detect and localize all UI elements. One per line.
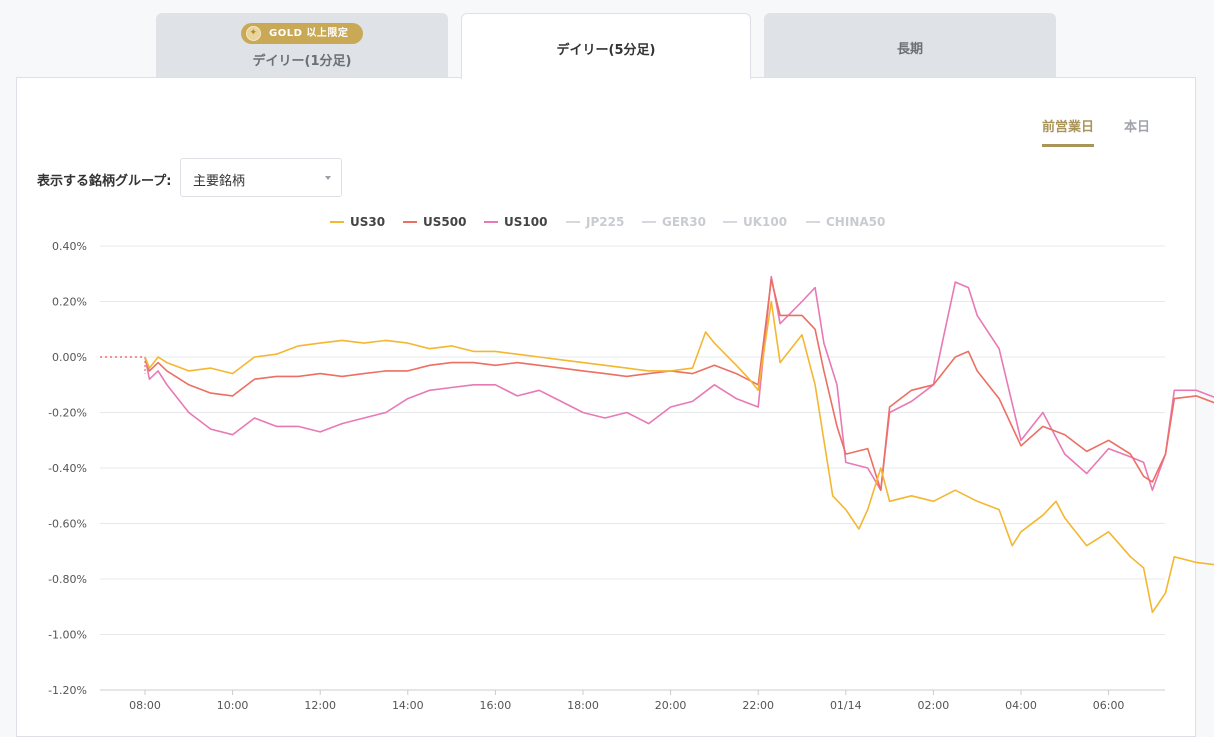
y-tick-label: 0.00%	[52, 351, 87, 364]
legend-item-jp225[interactable]: JP225	[566, 215, 624, 229]
legend-item-ger30[interactable]: GER30	[642, 215, 706, 229]
x-tick-label: 16:00	[480, 699, 512, 712]
y-tick-label: -1.00%	[48, 629, 87, 642]
x-tick-label: 18:00	[567, 699, 599, 712]
today-button[interactable]: 本日	[1124, 120, 1151, 135]
legend-item-us100[interactable]: US100	[484, 215, 547, 229]
y-tick-label: -0.40%	[48, 462, 87, 475]
tab-label: デイリー(1分足)	[252, 54, 352, 69]
tab-label: デイリー(5分足)	[556, 43, 656, 58]
series-line-us30	[144, 300, 1214, 614]
x-tick-label: 02:00	[918, 699, 950, 712]
x-tick-label: 20:00	[655, 699, 687, 712]
legend-label: US30	[350, 215, 385, 229]
previous-business-day-button[interactable]: 前営業日	[1042, 116, 1095, 147]
x-tick-label: 10:00	[217, 699, 249, 712]
legend-item-uk100[interactable]: UK100	[723, 215, 787, 229]
chevron-down-icon	[325, 176, 331, 180]
legend-label: US100	[504, 215, 547, 229]
group-selector-label: 表示する銘柄グループ:	[37, 174, 172, 189]
legend-item-us500[interactable]: US500	[403, 215, 466, 229]
y-tick-label: -0.80%	[48, 573, 87, 586]
group-selector-value: 主要銘柄	[193, 174, 246, 189]
legend-item-us30[interactable]: US30	[330, 215, 385, 229]
x-tick-label: 08:00	[129, 699, 161, 712]
y-tick-label: 0.20%	[52, 296, 87, 309]
series-line-us500	[144, 278, 1214, 491]
legend-label: JP225	[585, 215, 624, 229]
tab-long-term[interactable]: 長期	[764, 13, 1056, 77]
x-tick-label: 12:00	[304, 699, 336, 712]
y-tick-label: -0.20%	[48, 407, 87, 420]
legend-item-china50[interactable]: CHINA50	[806, 215, 885, 229]
gold-badge-label: GOLD 以上限定	[269, 28, 349, 39]
gold-medal-icon: ✦	[246, 26, 261, 41]
x-tick-label: 04:00	[1005, 699, 1037, 712]
y-tick-label: -1.20%	[48, 684, 87, 697]
tab-daily-5min[interactable]: デイリー(5分足)	[461, 13, 751, 79]
tab-label: 長期	[896, 42, 923, 57]
legend-label: CHINA50	[826, 215, 885, 229]
y-tick-label: -0.60%	[48, 518, 87, 531]
legend-label: UK100	[743, 215, 787, 229]
x-tick-label: 06:00	[1093, 699, 1125, 712]
x-tick-label: 01/14	[830, 699, 862, 712]
y-tick-label: 0.40%	[52, 240, 87, 253]
group-selector-dropdown[interactable]: 主要銘柄	[180, 158, 342, 197]
series-line-us100	[144, 275, 1214, 491]
tab-daily-1min[interactable]: ✦ GOLD 以上限定 デイリー(1分足)	[156, 13, 448, 77]
x-tick-label: 22:00	[742, 699, 774, 712]
legend-label: GER30	[662, 215, 706, 229]
legend-label: US500	[423, 215, 466, 229]
gold-only-badge: ✦ GOLD 以上限定	[241, 23, 363, 44]
x-tick-label: 14:00	[392, 699, 424, 712]
